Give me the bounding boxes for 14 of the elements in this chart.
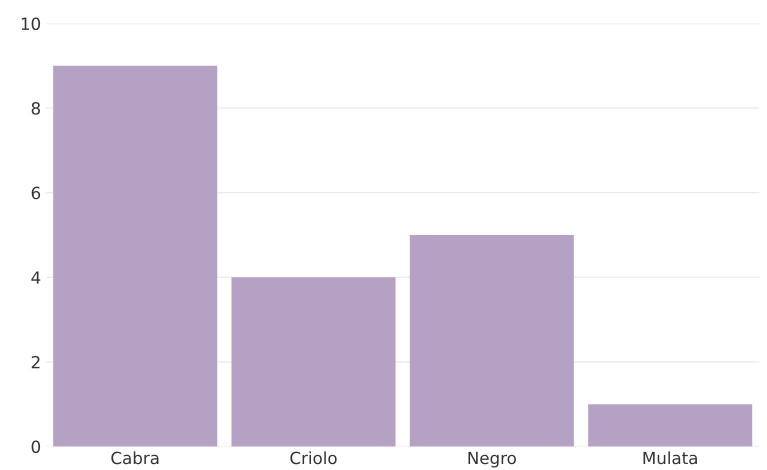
- y-tick-label: 6: [32, 186, 40, 200]
- y-tick-label: 8: [32, 102, 40, 115]
- y-tick-label: 10: [22, 17, 40, 30]
- bar: [588, 404, 752, 446]
- bar: [231, 277, 396, 446]
- bar: [53, 66, 218, 446]
- x-tick-label: Criolo: [290, 451, 337, 464]
- y-tick-label: 2: [32, 356, 40, 368]
- x-tick-label: Mulata: [644, 451, 697, 464]
- y-tick-label: 4: [31, 271, 40, 284]
- y-tick-label: 0: [32, 440, 40, 454]
- x-tick-label: Negro: [468, 452, 516, 468]
- bar: [410, 235, 574, 446]
- x-tick-label: Cabra: [111, 451, 158, 464]
